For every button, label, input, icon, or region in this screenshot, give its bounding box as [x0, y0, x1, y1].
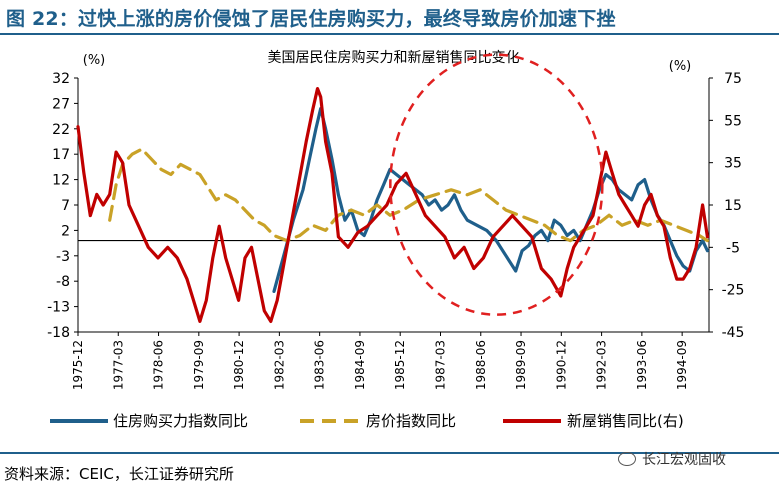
highlight-ellipse: [389, 53, 604, 316]
x-tick-label: 1985-12: [393, 340, 407, 390]
x-tick-label: 1977-03: [111, 340, 125, 390]
x-tick-label: 1990-12: [554, 340, 568, 390]
left-tick-label: 27: [52, 96, 70, 112]
left-tick-label: -18: [47, 325, 70, 341]
left-tick-label: -8: [56, 274, 70, 290]
left-tick-label: -13: [47, 300, 70, 316]
x-tick-label: 1975-12: [71, 340, 85, 390]
right-tick-label: -45: [722, 325, 745, 341]
legend-label-1: 房价指数同比: [366, 412, 456, 430]
x-tick-label: 1983-06: [313, 340, 327, 390]
figure-title: 图 22：过快上涨的房价侵蚀了居民住房购买力，最终导致房价加速下挫: [6, 8, 616, 30]
left-tick-label: 17: [52, 147, 70, 163]
right-tick-label: 75: [724, 71, 742, 87]
left-tick-label: 32: [52, 71, 70, 87]
left-tick-label: 12: [52, 173, 70, 189]
right-tick-label: -5: [726, 240, 740, 256]
x-tick-label: 1979-09: [192, 340, 206, 390]
left-tick-label: -3: [56, 249, 70, 265]
title-rule: [0, 33, 779, 35]
series-line-2: [76, 86, 710, 323]
legend-label-2: 新屋销售同比(右): [567, 412, 684, 430]
x-tick-label: 1994-09: [675, 340, 689, 390]
footer-rule: [0, 452, 779, 454]
x-tick-label: 1987-03: [433, 340, 447, 390]
source-note: 资料来源：CEIC，长江证券研究所: [4, 465, 234, 483]
left-tick-label: 22: [52, 122, 70, 138]
x-tick-label: 1992-03: [595, 340, 609, 390]
x-tick-label: 1993-06: [635, 340, 649, 390]
x-tick-label: 1980-12: [232, 340, 246, 390]
series-line-0: [272, 106, 710, 293]
chart-title: 美国居民住房购买力和新屋销售同比变化: [268, 50, 520, 66]
right-unit-label: (%): [669, 59, 692, 74]
x-tick-label: 1982-03: [272, 340, 286, 390]
x-tick-label: 1989-09: [514, 340, 528, 390]
watermark-text: 长江宏观固收: [642, 452, 726, 468]
series-line-1: [108, 147, 710, 243]
watermark: 长江宏观固收: [618, 449, 726, 469]
legend-label-0: 住房购买力指数同比: [113, 412, 248, 430]
x-tick-label: 1988-06: [474, 340, 488, 390]
x-tick-label: 1978-06: [152, 340, 166, 390]
left-unit-label: (%): [83, 53, 106, 68]
wechat-icon: [618, 452, 636, 466]
right-tick-label: 35: [724, 156, 742, 172]
right-tick-label: -25: [722, 283, 745, 299]
right-tick-label: 15: [724, 198, 742, 214]
x-tick-label: 1984-09: [353, 340, 367, 390]
left-tick-label: 2: [61, 223, 70, 239]
right-tick-label: 55: [724, 113, 742, 129]
chart: 美国居民住房购买力和新屋销售同比变化 (%) (%) 32 27 22 17 12 7 2 -3 -8…: [47, 50, 745, 430]
left-tick-label: 7: [61, 198, 70, 214]
